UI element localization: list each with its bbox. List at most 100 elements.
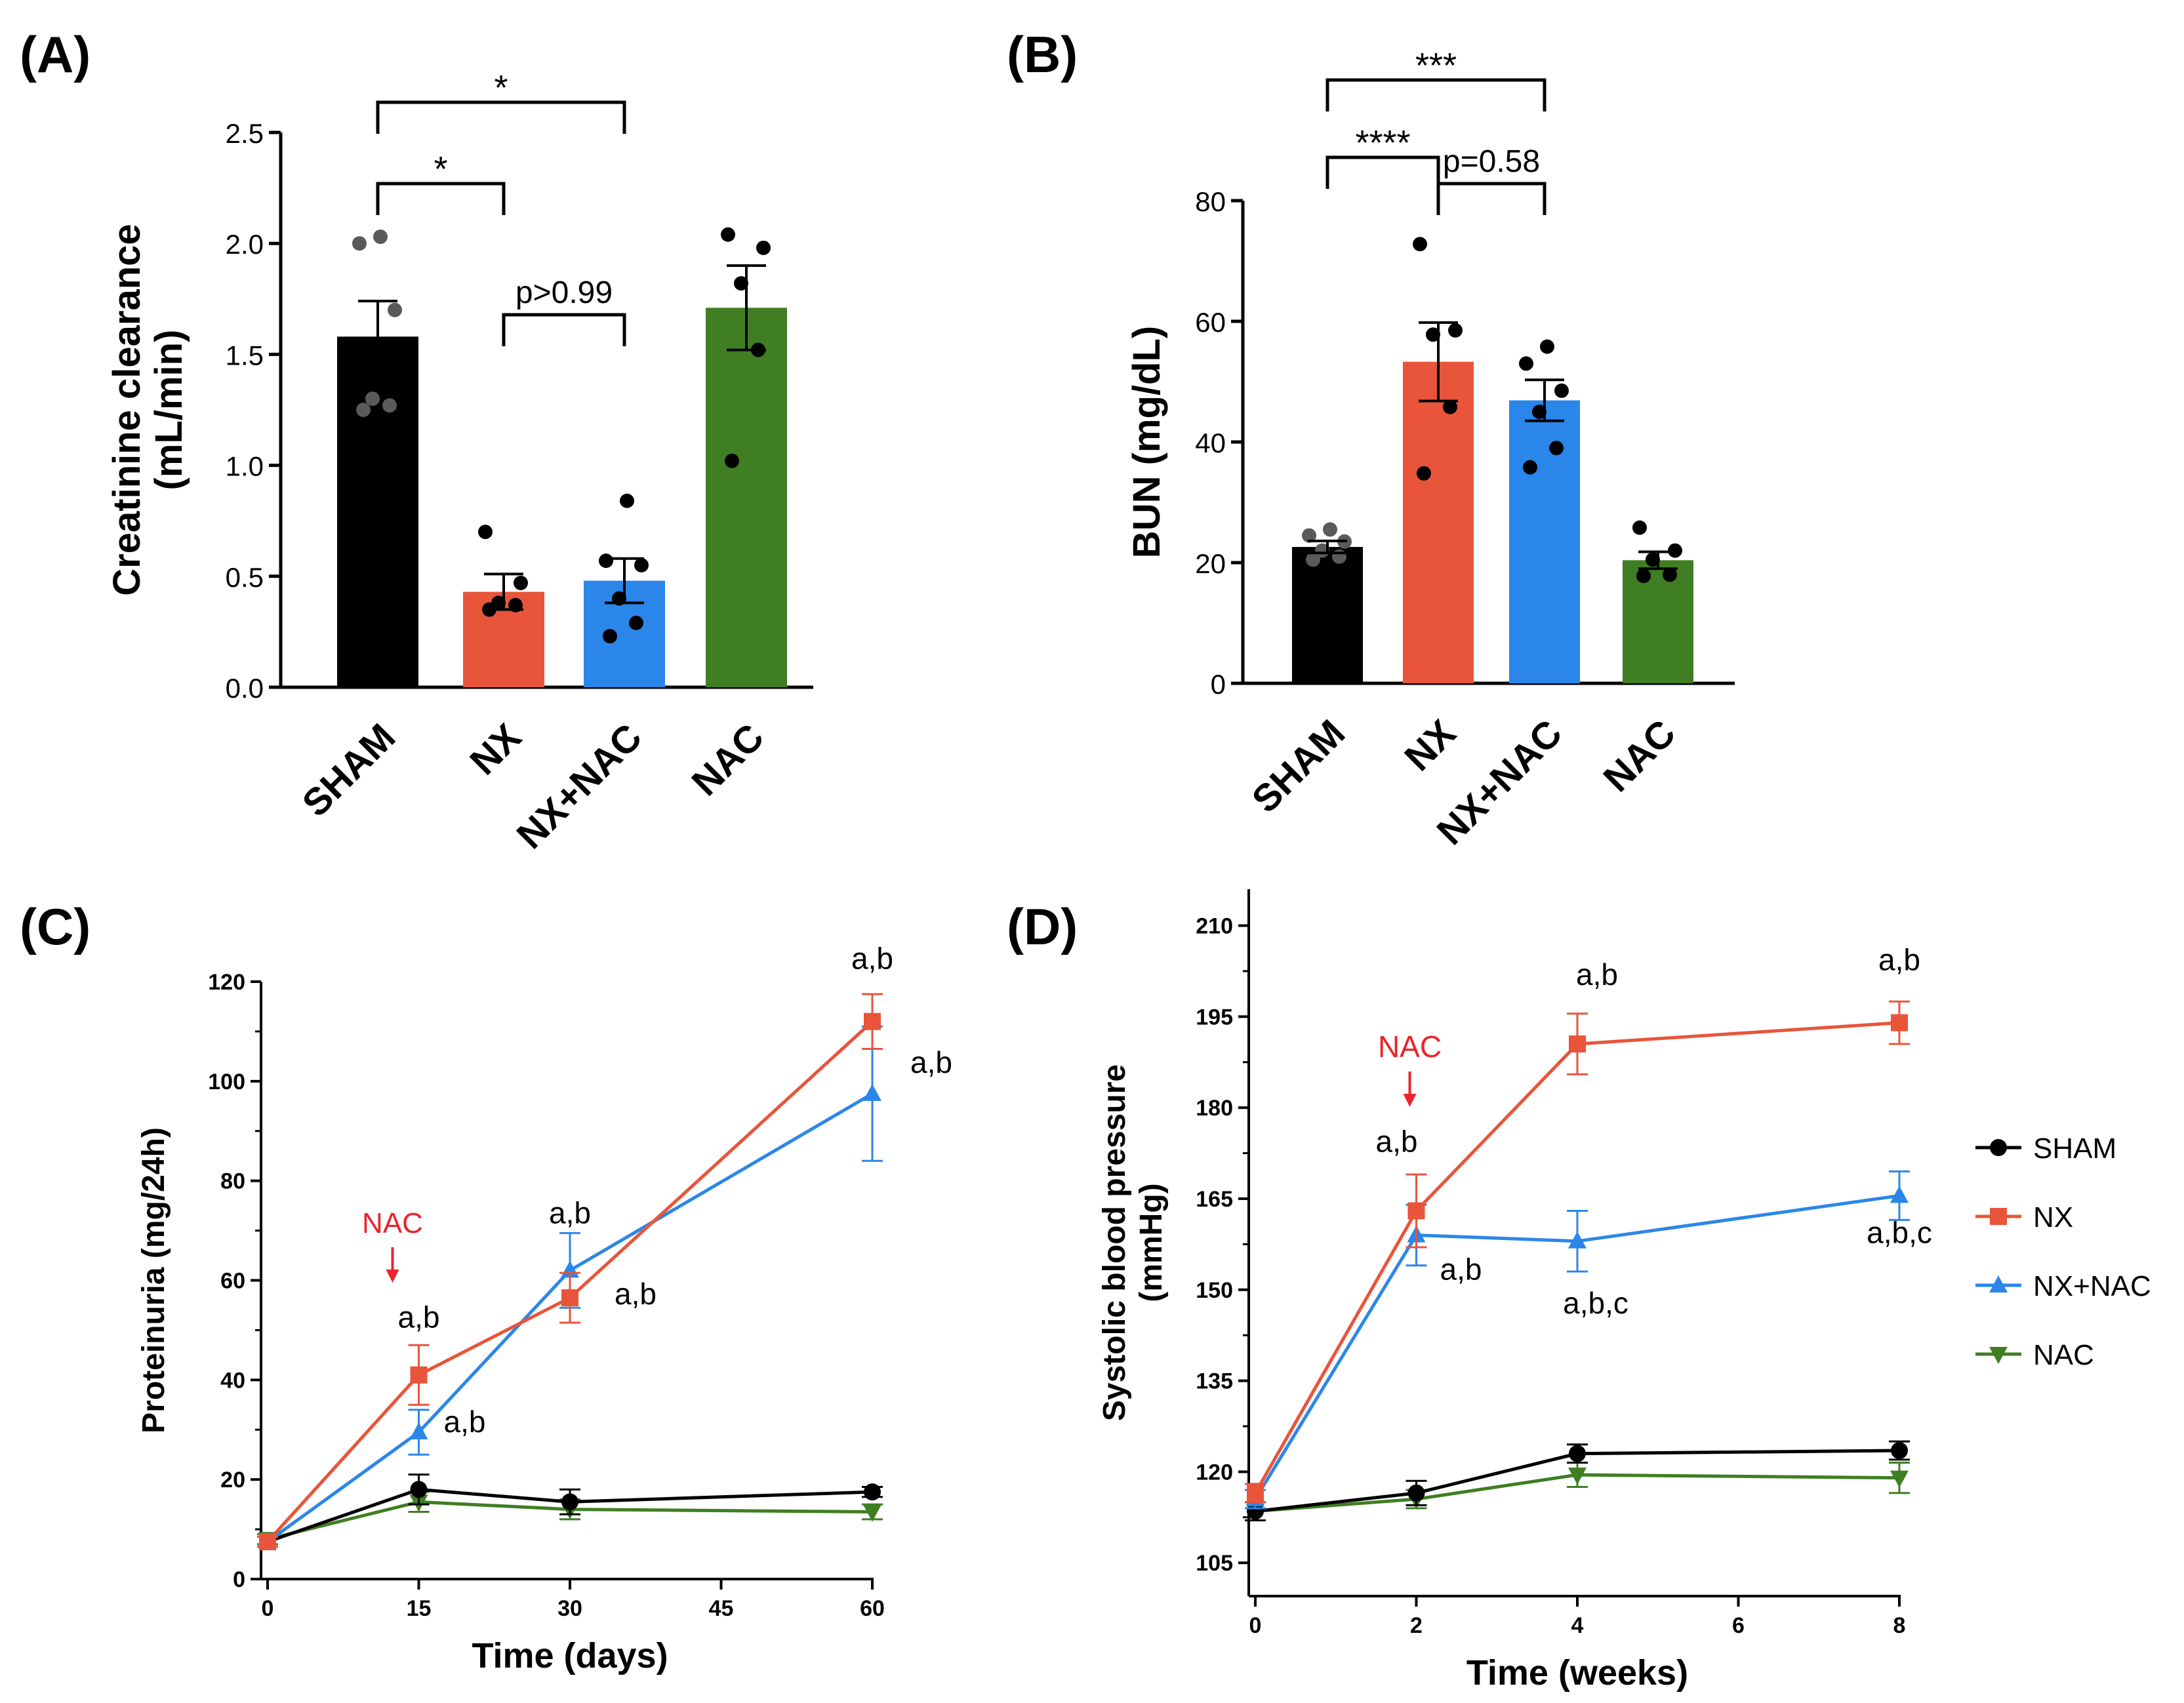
marker-square [1891, 1014, 1908, 1032]
series-line-nac [267, 1500, 873, 1541]
intervention-arrow-head [1403, 1094, 1417, 1107]
y-tick-label: 40 [220, 1368, 245, 1393]
y-tick-label: 60 [1195, 307, 1226, 338]
x-axis-label: Time (weeks) [1466, 1653, 1688, 1693]
series-line-nx [1253, 1021, 1900, 1494]
data-point [1646, 552, 1660, 567]
data-point [1549, 441, 1564, 456]
y-tick-label: 120 [208, 970, 245, 995]
significance-bracket [1325, 155, 1440, 189]
data-point [356, 403, 371, 417]
data-point [1417, 466, 1431, 481]
series-line-nx-nac [266, 1092, 874, 1544]
significance-label: * [434, 150, 447, 189]
marker-triangle-down [1568, 1468, 1587, 1485]
data-point [1532, 405, 1547, 419]
x-category-label: NX+NAC [508, 715, 650, 857]
data-point [1413, 237, 1427, 252]
marker-square [561, 1289, 578, 1307]
significance-label: * [494, 68, 508, 108]
data-point [388, 302, 402, 317]
y-tick-label: 0.0 [226, 673, 264, 704]
data-point [603, 629, 617, 644]
data-point [491, 595, 506, 611]
y-tick-label: 120 [1196, 1460, 1233, 1485]
y-tick-label: 180 [1196, 1096, 1233, 1121]
series-line-sham [267, 1487, 873, 1544]
bar-nac [706, 308, 787, 687]
panel-label-a: (A) [20, 26, 91, 83]
chart-c-proteinuria: 0 20 40 60 80 100 120 0 15 30 45 60 Time (days) Prote… [136, 942, 952, 1675]
data-point [734, 276, 748, 291]
significance-note: a,b [398, 1300, 440, 1334]
data-point [1306, 552, 1320, 567]
marker-square [1247, 1484, 1264, 1502]
y-axis-label: Systolic blood pressure [1097, 1064, 1132, 1421]
y-axis-label: (mL/min) [148, 330, 190, 491]
data-point [634, 557, 649, 572]
series-line-nx [266, 1020, 874, 1543]
marker-square [864, 1012, 881, 1030]
significance-bracket [376, 100, 626, 134]
data-point [1523, 460, 1537, 475]
significance-note: a,b [444, 1405, 486, 1439]
marker-circle [1891, 1442, 1908, 1460]
x-tick-label: 30 [557, 1596, 582, 1621]
bar-sham [1292, 547, 1363, 683]
y-tick-label: 135 [1196, 1369, 1233, 1394]
significance-note: a,b [1376, 1124, 1418, 1158]
panel-label-c: (C) [20, 898, 91, 955]
data-point [1332, 549, 1346, 564]
y-axis-label: BUN (mg/dL) [1125, 326, 1168, 558]
x-category-label: NAC [683, 715, 772, 804]
marker-square [1990, 1208, 2007, 1225]
y-tick-label: 2.5 [226, 118, 264, 149]
data-point [365, 391, 380, 407]
bar-nac [1623, 560, 1693, 683]
bar-nx [1403, 361, 1474, 683]
bar-nx-nac [1509, 400, 1580, 683]
data-point [373, 230, 388, 245]
panel-label-b: (B) [1007, 26, 1078, 83]
marker-triangle-up [409, 1422, 428, 1440]
series-line-nac [1255, 1473, 1900, 1513]
data-point [1302, 528, 1316, 543]
y-axis-label: Creatinine clearance [106, 224, 148, 595]
data-point [1519, 356, 1533, 371]
marker-circle [1990, 1139, 2007, 1156]
y-axis-label: (mmHg) [1134, 1183, 1169, 1302]
y-tick-label: 2.0 [226, 229, 264, 260]
y-tick-label: 195 [1196, 1005, 1233, 1030]
y-tick-label: 150 [1196, 1278, 1233, 1303]
marker-circle [864, 1483, 881, 1501]
data-point [1540, 339, 1554, 354]
significance-note: a,b [549, 1195, 591, 1230]
series-line-nx-nac [1253, 1193, 1900, 1500]
data-point [1632, 520, 1647, 535]
x-category-label: NAC [1595, 711, 1684, 800]
significance-bracket [502, 313, 626, 346]
significance-bracket [1325, 78, 1547, 111]
x-tick-label: 15 [407, 1596, 432, 1621]
data-point [514, 575, 528, 590]
y-tick-label: 80 [1195, 186, 1226, 217]
data-point [478, 525, 493, 540]
y-tick-label: 1.0 [226, 451, 264, 482]
y-tick-label: 60 [220, 1269, 245, 1294]
y-tick-label: 40 [1195, 428, 1226, 458]
significance-note: a,b [1440, 1252, 1482, 1287]
marker-circle [561, 1493, 578, 1511]
significance-label: p>0.99 [516, 275, 613, 310]
marker-triangle-up [863, 1083, 881, 1101]
x-tick-label: 0 [1249, 1613, 1262, 1638]
significance-note: a,b [910, 1045, 952, 1079]
data-point [1554, 383, 1569, 398]
intervention-arrow-head [386, 1270, 399, 1283]
marker-triangle-up [1989, 1275, 2008, 1292]
marker-square [1407, 1202, 1425, 1220]
data-point [352, 236, 367, 251]
data-point [1663, 567, 1677, 582]
y-tick-label: 20 [220, 1468, 245, 1493]
x-tick-label: 0 [262, 1596, 274, 1621]
x-category-label: NX [462, 715, 529, 783]
